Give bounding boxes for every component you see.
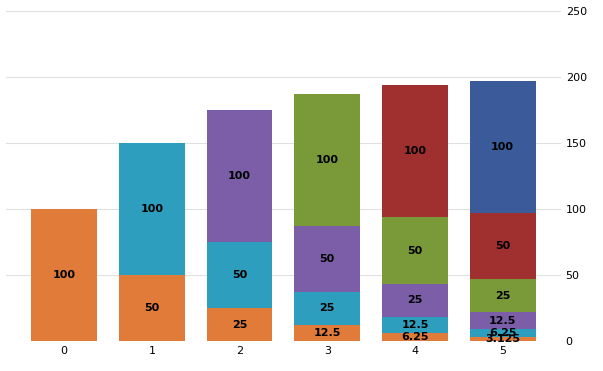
Bar [119,143,185,275]
Text: 50: 50 [495,242,510,252]
Bar [470,279,535,312]
Text: 50: 50 [320,254,335,264]
Bar [470,329,535,337]
Text: 25: 25 [232,320,247,330]
Text: 50: 50 [408,246,423,256]
Text: 25: 25 [320,303,335,313]
Text: 100: 100 [52,270,75,280]
Text: 12.5: 12.5 [401,320,429,330]
Text: 100: 100 [403,147,426,157]
Bar [470,81,535,213]
Bar [470,312,535,329]
Bar [382,316,448,333]
Text: 6.25: 6.25 [401,332,429,342]
Bar [470,213,535,279]
Bar [31,209,97,341]
Bar [382,333,448,341]
Text: 50: 50 [232,270,247,280]
Bar [382,217,448,283]
Text: 12.5: 12.5 [489,316,516,326]
Bar [382,85,448,217]
Bar [119,275,185,341]
Bar [470,337,535,341]
Text: 100: 100 [316,155,339,165]
Bar [207,110,273,242]
Text: 25: 25 [407,295,423,305]
Text: 25: 25 [495,291,510,301]
Text: 3.125: 3.125 [485,334,520,344]
Bar [382,283,448,316]
Bar [294,292,360,325]
Bar [207,242,273,308]
Text: 12.5: 12.5 [314,328,341,338]
Text: 50: 50 [144,303,159,313]
Bar [207,308,273,341]
Text: 100: 100 [140,204,163,214]
Text: 6.25: 6.25 [489,328,516,338]
Bar [294,325,360,341]
Text: 100: 100 [228,171,251,181]
Bar [294,226,360,292]
Text: 100: 100 [491,142,514,152]
Bar [294,93,360,226]
